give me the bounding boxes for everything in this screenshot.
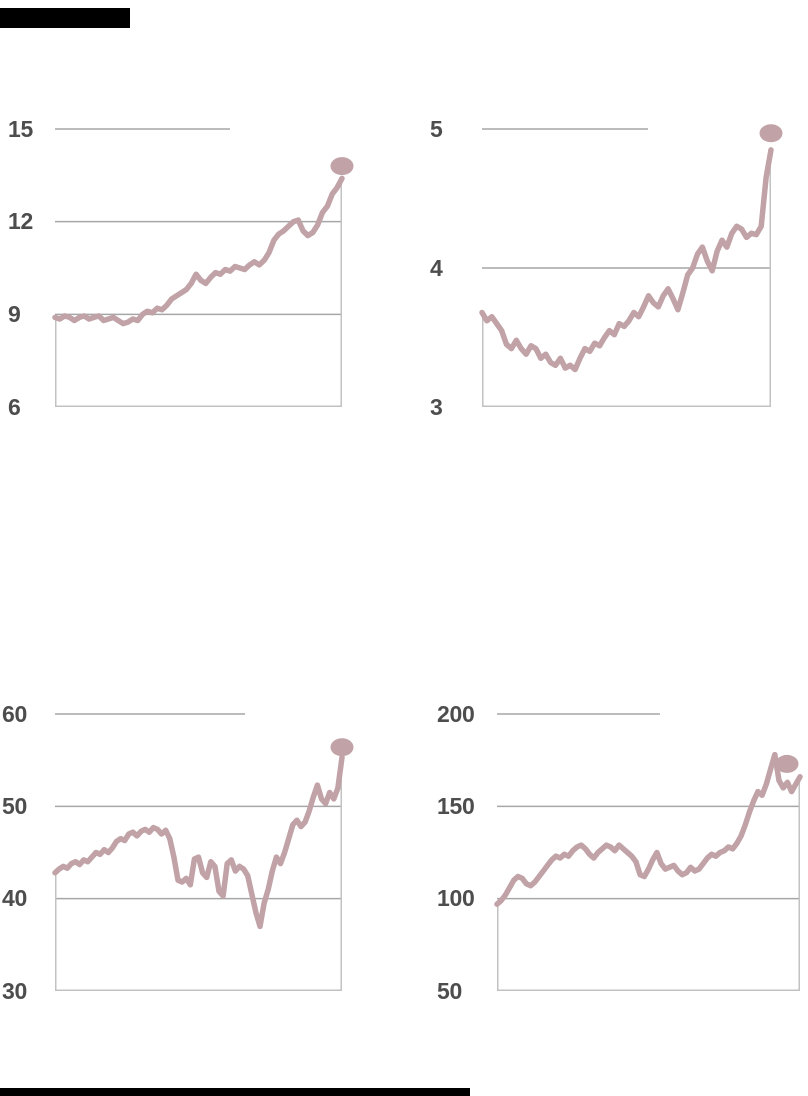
latest-value-dot [759,124,783,143]
y-tick-label: 4 [430,254,443,281]
data-series-line [494,751,803,907]
axis-frame [55,178,342,407]
y-tick-label: 40 [2,885,27,912]
y-tick-label: 60 [2,700,27,727]
y-tick-label: 6 [8,393,21,420]
latest-value-dot [330,157,354,176]
latest-value-dot [775,754,799,773]
y-tick-label: 150 [437,792,475,819]
plot-area [494,713,803,991]
latest-value-dot [330,738,354,757]
y-tick-label: 50 [437,977,462,1004]
y-tick-label: 9 [8,300,21,327]
axis-frame [497,776,800,991]
y-tick-label: 30 [2,977,27,1004]
y-tick-label: 100 [437,885,475,912]
y-tick-label: 3 [430,393,443,420]
axis-frame [482,149,771,407]
y-tick-label: 200 [437,700,475,727]
y-tick-label: 5 [430,115,443,142]
y-tick-label: 12 [8,208,33,235]
bottom-redaction-bar [0,1088,470,1096]
plot-area [52,128,354,407]
plot-area [479,124,783,407]
y-tick-label: 50 [2,792,27,819]
data-series-line [479,147,774,373]
y-tick-label: 15 [8,115,33,142]
plot-area [52,713,354,991]
axis-frame [55,757,342,991]
data-series-line [52,754,345,930]
top-left-redaction-bar [0,8,130,28]
data-series-line [52,175,345,327]
